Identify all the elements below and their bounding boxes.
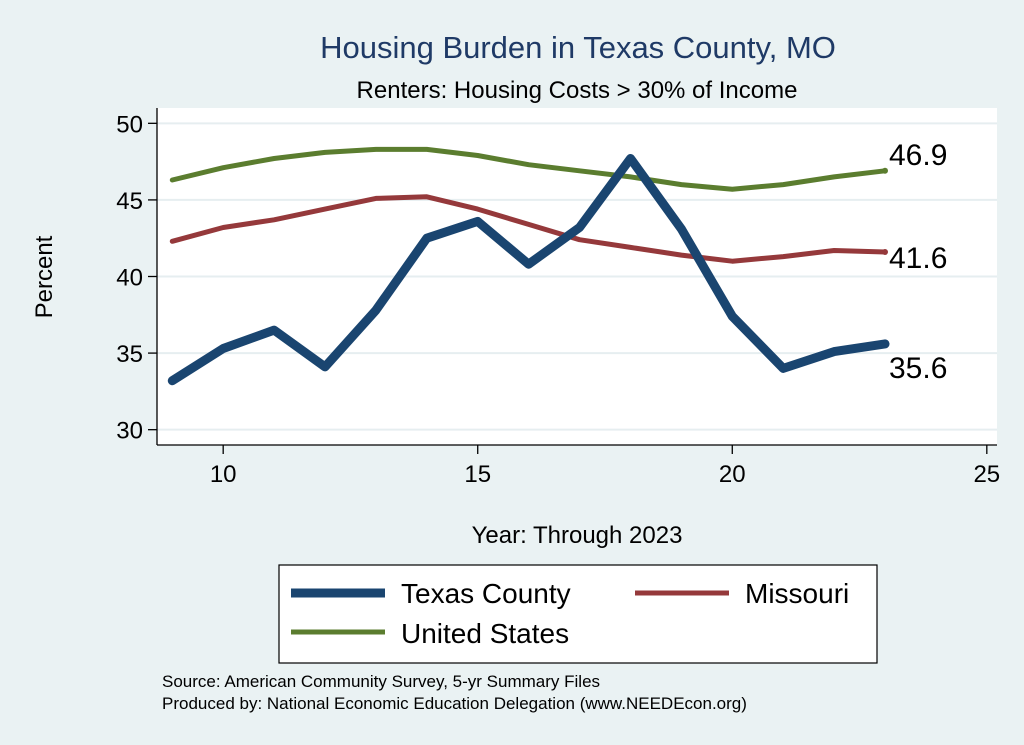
legend-label-united-states: United States	[401, 618, 569, 649]
x-tick-label-25: 25	[973, 461, 1000, 488]
y-tick-label-30: 30	[116, 418, 143, 445]
series-end-point-texas-county	[882, 340, 888, 347]
chart-title: Housing Burden in Texas County, MO	[320, 30, 836, 65]
source-note: Source: American Community Survey, 5-yr …	[162, 672, 600, 691]
x-tick-label-10: 10	[210, 461, 237, 488]
produced-by-note: Produced by: National Economic Education…	[162, 694, 747, 713]
y-tick-label-50: 50	[116, 111, 143, 138]
end-label-missouri: 41.6	[889, 242, 947, 275]
gridlines	[157, 122, 997, 431]
y-tick-label-35: 35	[116, 341, 143, 368]
series-line-united-states	[169, 146, 888, 192]
legend-label-missouri: Missouri	[745, 578, 849, 609]
y-tick-label-45: 45	[116, 188, 143, 215]
end-label-united-states: 46.9	[889, 139, 947, 172]
axes: 30 35 40 45 50 10 15 20 25	[116, 108, 1000, 488]
y-tick-label-40: 40	[116, 265, 143, 292]
x-axis-label: Year: Through 2023	[472, 522, 683, 549]
series-end-point-united-states	[882, 167, 888, 174]
legend-box	[278, 564, 878, 664]
end-labels: 35.6 41.6 46.9	[889, 139, 947, 385]
legend: Texas County Missouri United States	[278, 564, 878, 664]
y-axis-label: Percent	[31, 235, 58, 318]
series-end-point-missouri	[882, 248, 888, 255]
x-tick-label-20: 20	[719, 461, 746, 488]
series-line-texas-county	[167, 154, 890, 386]
end-label-texas-county: 35.6	[889, 352, 947, 385]
legend-label-texas-county: Texas County	[401, 578, 571, 609]
chart-subtitle: Renters: Housing Costs > 30% of Income	[357, 77, 798, 104]
series-lines	[167, 146, 890, 386]
series-line-missouri	[169, 194, 888, 264]
x-tick-label-15: 15	[464, 461, 491, 488]
